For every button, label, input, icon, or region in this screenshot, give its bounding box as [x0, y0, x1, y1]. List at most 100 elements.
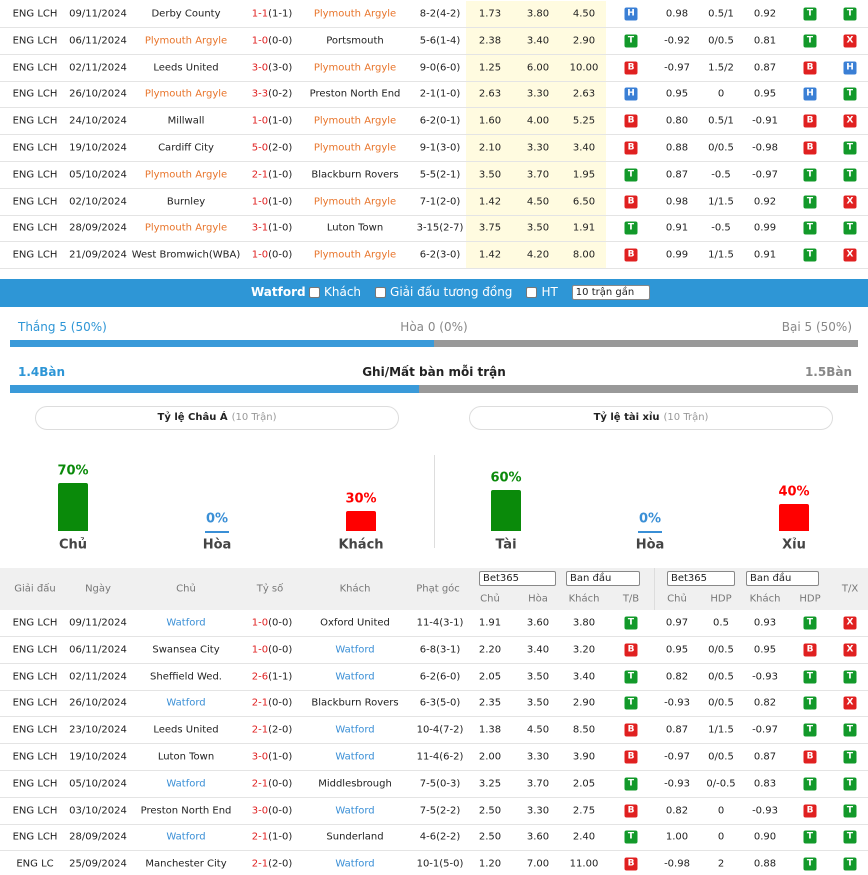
team[interactable]: Watford — [335, 805, 375, 817]
filter-team[interactable]: Watford — [251, 285, 306, 299]
filter-option[interactable]: HT — [541, 285, 558, 299]
team[interactable]: Plymouth Argyle — [313, 142, 397, 154]
team[interactable]: Derby County — [151, 8, 221, 20]
result-badge: B — [624, 723, 638, 737]
cell: 8.50 — [572, 724, 596, 736]
team[interactable]: Watford — [335, 671, 375, 683]
cell: 0 — [717, 831, 725, 843]
cell: ENG LCH — [12, 805, 58, 817]
team[interactable]: Plymouth Argyle — [144, 88, 228, 100]
cell: 4.00 — [526, 115, 550, 127]
filter-option[interactable]: Khách — [324, 285, 362, 299]
team[interactable]: Preston North End — [140, 805, 232, 817]
cell: 1.20 — [478, 858, 502, 870]
cell: 5.25 — [572, 115, 596, 127]
team[interactable]: Watford — [166, 617, 206, 629]
cell: 3.60 — [526, 617, 550, 629]
team[interactable]: West Bromwich(WBA) — [131, 249, 241, 261]
cell: ENG LCH — [12, 222, 58, 234]
cell: 26/10/2024 — [69, 88, 127, 100]
team[interactable]: Cardiff City — [158, 142, 214, 154]
checkbox[interactable] — [309, 287, 320, 298]
checkbox[interactable] — [375, 287, 387, 298]
team[interactable]: Watford — [335, 858, 375, 870]
team[interactable]: Middlesbrough — [318, 778, 392, 790]
cell: 6-2(3-0) — [419, 249, 461, 261]
result-badge: B — [803, 804, 817, 818]
cell: 3.30 — [526, 88, 550, 100]
cell: ENG LCH — [12, 724, 58, 736]
bar-name: Hòa — [202, 537, 232, 553]
result-badge: T — [843, 804, 857, 818]
result-badge: T — [803, 723, 817, 737]
result-badge: T — [803, 248, 817, 262]
select[interactable]: Ban đầu — [566, 571, 640, 586]
result-badge: T — [803, 168, 817, 182]
row-line — [0, 134, 868, 136]
cell: ENG LCH — [12, 671, 58, 683]
team[interactable]: Blackburn Rovers — [311, 169, 399, 181]
cell: 24/10/2024 — [69, 115, 127, 127]
team[interactable]: Leeds United — [153, 62, 219, 74]
score: 2-6(1-1) — [252, 671, 292, 682]
score-ft: 2-1 — [251, 858, 269, 870]
team[interactable]: Oxford United — [320, 617, 390, 629]
team[interactable]: Watford — [166, 778, 206, 790]
cell: 3.60 — [526, 831, 550, 843]
team[interactable]: Manchester City — [145, 858, 227, 870]
team[interactable]: Plymouth Argyle — [313, 249, 397, 261]
cell: 3.20 — [572, 644, 596, 656]
select[interactable]: Bet365 — [667, 571, 735, 586]
score: 2-1(1-0) — [252, 832, 292, 843]
team[interactable]: Swansea City — [152, 644, 220, 656]
score: 2-1(2-0) — [252, 725, 292, 736]
cell: 7-1(2-0) — [419, 196, 461, 208]
result-badge: T — [624, 777, 638, 791]
team[interactable]: Millwall — [167, 115, 205, 127]
cell: 0.95 — [665, 644, 689, 656]
cell: 1.5/2 — [708, 62, 734, 74]
team[interactable]: Sunderland — [326, 831, 384, 843]
team[interactable]: Plymouth Argyle — [313, 62, 397, 74]
team[interactable]: Watford — [335, 724, 375, 736]
score: 3-0(0-0) — [252, 805, 292, 816]
result-badge: B — [624, 141, 638, 155]
score-ht: (0-0) — [268, 697, 293, 709]
filter-option[interactable]: Giải đấu tương đồng — [390, 285, 513, 299]
team[interactable]: Plymouth Argyle — [144, 222, 228, 234]
team[interactable]: Watford — [166, 697, 206, 709]
team[interactable]: Burnley — [166, 196, 206, 208]
cell: 3.40 — [572, 671, 596, 683]
team[interactable]: Portsmouth — [326, 35, 384, 47]
team[interactable]: Watford — [335, 751, 375, 763]
team[interactable]: Plymouth Argyle — [313, 8, 397, 20]
team[interactable]: Watford — [335, 644, 375, 656]
team[interactable]: Luton Town — [157, 751, 215, 763]
cell: ENG LCH — [12, 169, 58, 181]
team[interactable]: Preston North End — [309, 88, 401, 100]
header: Giải đấu — [14, 583, 56, 595]
cell: 3.90 — [572, 751, 596, 763]
checkbox[interactable] — [526, 287, 538, 298]
team[interactable]: Blackburn Rovers — [311, 697, 399, 709]
team[interactable]: Luton Town — [326, 222, 384, 234]
conceded-label: 1.5Bàn — [804, 365, 852, 379]
team[interactable]: Plymouth Argyle — [144, 35, 228, 47]
team[interactable]: Sheffield Wed. — [150, 671, 222, 683]
result-badge: T — [803, 857, 817, 871]
score-ht: (1-0) — [268, 115, 293, 127]
score-ht: (1-0) — [268, 831, 293, 843]
cell: 02/11/2024 — [69, 671, 127, 683]
cell: 0.88 — [665, 142, 689, 154]
team[interactable]: Plymouth Argyle — [313, 115, 397, 127]
team[interactable]: Plymouth Argyle — [144, 169, 228, 181]
bar-name: Hòa — [635, 537, 665, 553]
select[interactable]: 10 trận gần — [571, 285, 650, 300]
team[interactable]: Plymouth Argyle — [313, 196, 397, 208]
cell: 21/09/2024 — [69, 249, 127, 261]
select[interactable]: Bet365 — [479, 571, 556, 586]
team[interactable]: Watford — [166, 831, 206, 843]
team[interactable]: Leeds United — [153, 724, 219, 736]
select[interactable]: Ban đầu — [746, 571, 819, 586]
